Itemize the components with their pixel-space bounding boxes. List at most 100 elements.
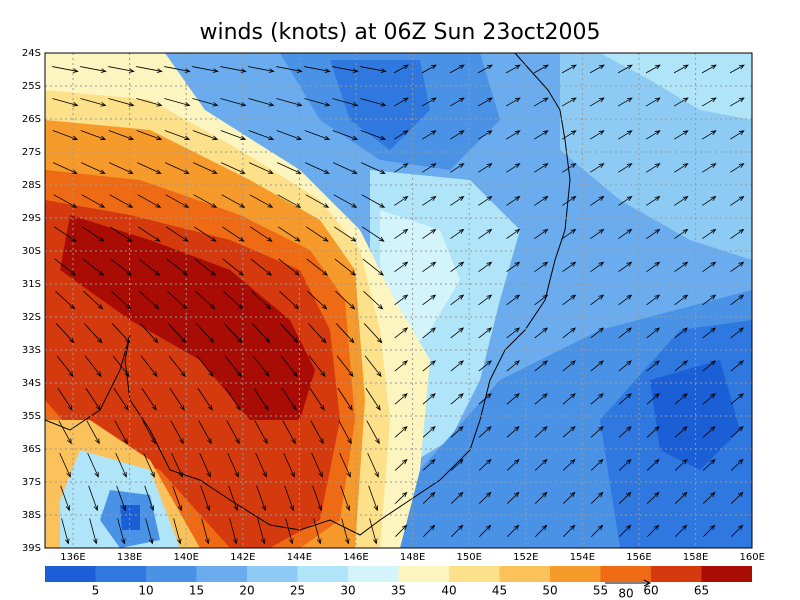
wind-arrow <box>86 420 100 445</box>
wind-arrow <box>674 327 689 339</box>
wind-arrow <box>194 258 217 276</box>
wind-arrow <box>618 294 633 306</box>
wind-arrow <box>141 387 157 411</box>
map-title: winds (knots) at 06Z Sun 23oct2005 <box>199 20 600 45</box>
colorbar-label: 55 <box>593 584 608 598</box>
wind-arrow <box>534 360 548 372</box>
wind-arrow <box>249 162 274 174</box>
wind-arrow <box>478 228 493 239</box>
wind-arrow <box>590 393 604 405</box>
wind-arrow <box>251 323 271 344</box>
wind-arrow <box>52 130 79 141</box>
wind-arrow <box>281 387 297 411</box>
wind-arrow <box>618 458 632 471</box>
colorbar-swatch <box>499 566 550 582</box>
wind-arrow <box>423 524 436 537</box>
wind-arrow <box>675 524 688 537</box>
wind-arrow <box>701 97 717 107</box>
wind-arrow <box>478 393 492 405</box>
wind-arrow <box>421 64 437 74</box>
wind-arrow <box>422 327 437 339</box>
reference-arrow <box>605 579 652 587</box>
wind-arrow <box>193 162 218 174</box>
wind-arrow <box>313 518 322 545</box>
wind-arrow <box>590 360 604 372</box>
wind-arrow <box>450 327 465 339</box>
wind-arrow <box>702 163 717 173</box>
wind-arrow <box>137 194 162 208</box>
wind-arrow <box>111 323 131 344</box>
wind-arrow <box>618 261 633 273</box>
wind-arrow <box>394 458 408 471</box>
wind-arrow <box>729 130 745 140</box>
wind-arrow <box>169 387 185 411</box>
wind-arrow <box>52 98 79 107</box>
wind-arrow <box>277 162 302 174</box>
wind-arrow <box>730 261 745 273</box>
wind-arrow <box>249 226 273 242</box>
colorbar-label: 20 <box>239 584 254 598</box>
wind-arrow <box>534 425 548 438</box>
wind-arrow <box>136 98 163 107</box>
wind-arrow <box>394 195 409 206</box>
wind-arrow <box>109 162 134 174</box>
lat-label: 27S <box>22 147 41 158</box>
wind-arrow <box>730 425 744 438</box>
wind-arrow <box>534 163 549 173</box>
lat-label: 29S <box>22 213 41 224</box>
wind-arrow <box>363 323 383 344</box>
wind-arrow <box>305 194 330 208</box>
wind-arrow <box>172 485 183 512</box>
wind-arrow <box>562 195 577 206</box>
wind-arrow <box>145 518 154 545</box>
wind-arrow <box>506 393 520 405</box>
lon-label: 138E <box>117 552 142 563</box>
wind-arrow <box>506 360 520 372</box>
wind-arrow <box>54 258 77 276</box>
wind-arrow <box>112 355 130 378</box>
wind-arrow <box>111 290 132 310</box>
wind-arrow <box>562 228 577 239</box>
wind-arrow <box>646 327 661 339</box>
wind-arrow <box>248 66 275 73</box>
lon-label: 140E <box>173 552 198 563</box>
wind-arrow <box>368 485 379 512</box>
wind-arrow <box>80 66 107 73</box>
wind-arrow <box>361 194 386 208</box>
wind-arrow <box>505 64 521 74</box>
wind-arrow <box>394 360 408 372</box>
wind-arrow <box>167 290 188 310</box>
wind-arrow <box>394 491 408 504</box>
wind-arrow <box>618 228 633 239</box>
lat-label: 39S <box>22 543 41 554</box>
wind-arrow <box>478 261 493 273</box>
wind-arrow <box>221 162 246 174</box>
colorbar-label: 60 <box>643 584 658 598</box>
wind-arrow <box>253 387 269 411</box>
wind-arrow <box>136 130 163 141</box>
wind-arrow <box>618 195 633 206</box>
wind-arrow <box>646 163 661 173</box>
wind-arrow <box>115 452 127 478</box>
lon-label: 160E <box>739 552 764 563</box>
wind-arrow <box>730 393 744 405</box>
wind-arrow <box>506 294 521 306</box>
wind-arrow <box>165 162 190 174</box>
wind-arrow <box>250 258 273 276</box>
wind-arrow <box>619 524 632 537</box>
wind-arrow <box>304 66 331 73</box>
colorbar-swatch <box>196 566 247 582</box>
wind-arrow <box>702 393 716 405</box>
wind-arrow <box>533 64 549 74</box>
wind-arrow <box>673 64 689 74</box>
wind-arrow <box>702 261 717 273</box>
wind-arrow <box>506 228 521 239</box>
wind-arrow <box>114 420 128 445</box>
wind-contour <box>120 505 140 530</box>
wind-arrow <box>335 290 356 310</box>
wind-arrow <box>229 518 238 545</box>
wind-arrow <box>701 130 717 140</box>
wind-arrow <box>249 194 274 208</box>
lon-label: 148E <box>400 552 425 563</box>
